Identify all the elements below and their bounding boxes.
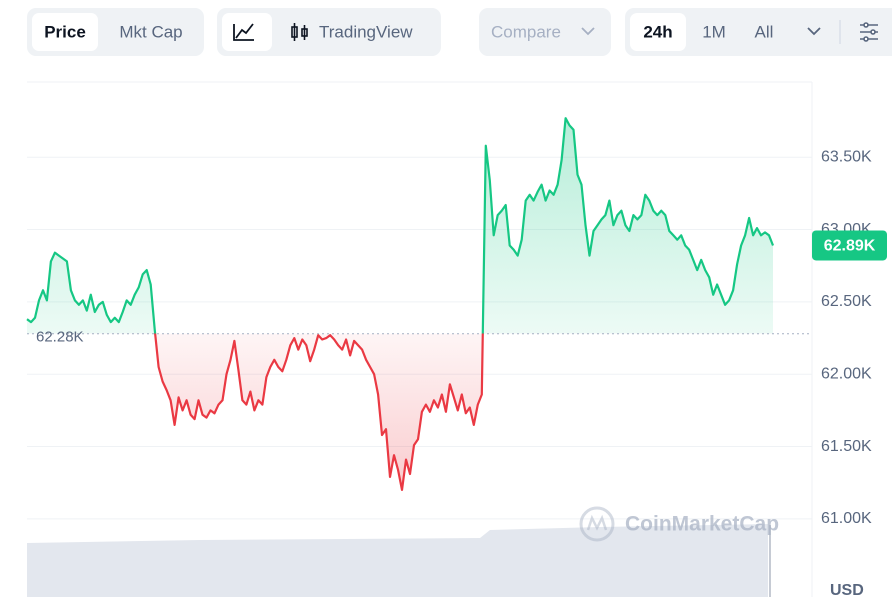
current-price-badge xyxy=(812,230,887,261)
watermark: CoinMarketCap xyxy=(625,513,779,536)
line-icon xyxy=(233,23,254,41)
currency-label: USD xyxy=(830,582,864,599)
compare-label[interactable]: Compare xyxy=(491,22,561,41)
current-price-label: 62.89K xyxy=(824,238,876,255)
tradingview-button[interactable]: TradingView xyxy=(319,22,413,41)
range-group xyxy=(625,8,892,56)
price-button[interactable] xyxy=(32,13,98,51)
y-tick-label: 62.00K xyxy=(821,365,872,382)
y-tick-label: 61.50K xyxy=(821,438,872,455)
toggle-group xyxy=(217,8,441,56)
y-tick-label: 61.00K xyxy=(821,510,872,527)
range-24h-label[interactable]: 24h xyxy=(643,22,672,41)
range-1m-button[interactable]: 1M xyxy=(702,22,726,41)
settings-icon[interactable] xyxy=(860,22,878,42)
range-chevron[interactable] xyxy=(807,27,821,36)
watermark-logo xyxy=(579,506,615,542)
chevron xyxy=(581,27,595,36)
plot: 62.28K xyxy=(26,117,812,491)
candle-icon xyxy=(291,23,308,41)
price-label[interactable]: Price xyxy=(44,22,86,41)
compare-button[interactable] xyxy=(479,8,611,56)
volume-bars xyxy=(27,524,768,597)
price-area xyxy=(27,118,773,490)
y-tick-label: 62.50K xyxy=(821,293,872,310)
mkt-cap-button[interactable]: Mkt Cap xyxy=(119,22,182,41)
range-24h-button[interactable] xyxy=(630,13,686,51)
y-tick-label: 63.50K xyxy=(821,148,872,165)
range-all-button[interactable]: All xyxy=(755,22,774,41)
baseline-label: 62.28K xyxy=(36,329,84,346)
price-line xyxy=(26,117,775,491)
